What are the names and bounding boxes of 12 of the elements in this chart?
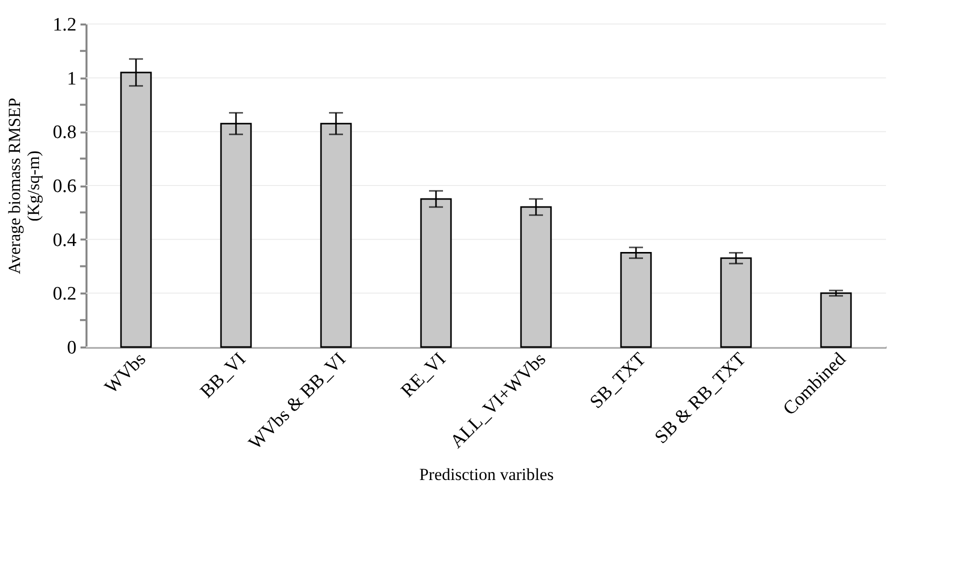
y-tick-label: 1.2 (52, 14, 76, 36)
y-tick-label: 1 (67, 68, 76, 90)
x-axis-title: Predisction varibles (419, 465, 554, 484)
y-tick-label: 0.4 (52, 230, 77, 251)
y-axis-title: Average biomass RMSEP (Kg/sq-m) (4, 98, 43, 274)
bar (720, 257, 752, 348)
bar (620, 252, 652, 348)
y-tick-label: 0 (67, 338, 76, 358)
y-tick-label: 0.2 (52, 284, 76, 305)
y-tick-label: 0.8 (52, 122, 76, 144)
bar (820, 292, 852, 348)
y-tick-label: 0.6 (52, 176, 76, 197)
